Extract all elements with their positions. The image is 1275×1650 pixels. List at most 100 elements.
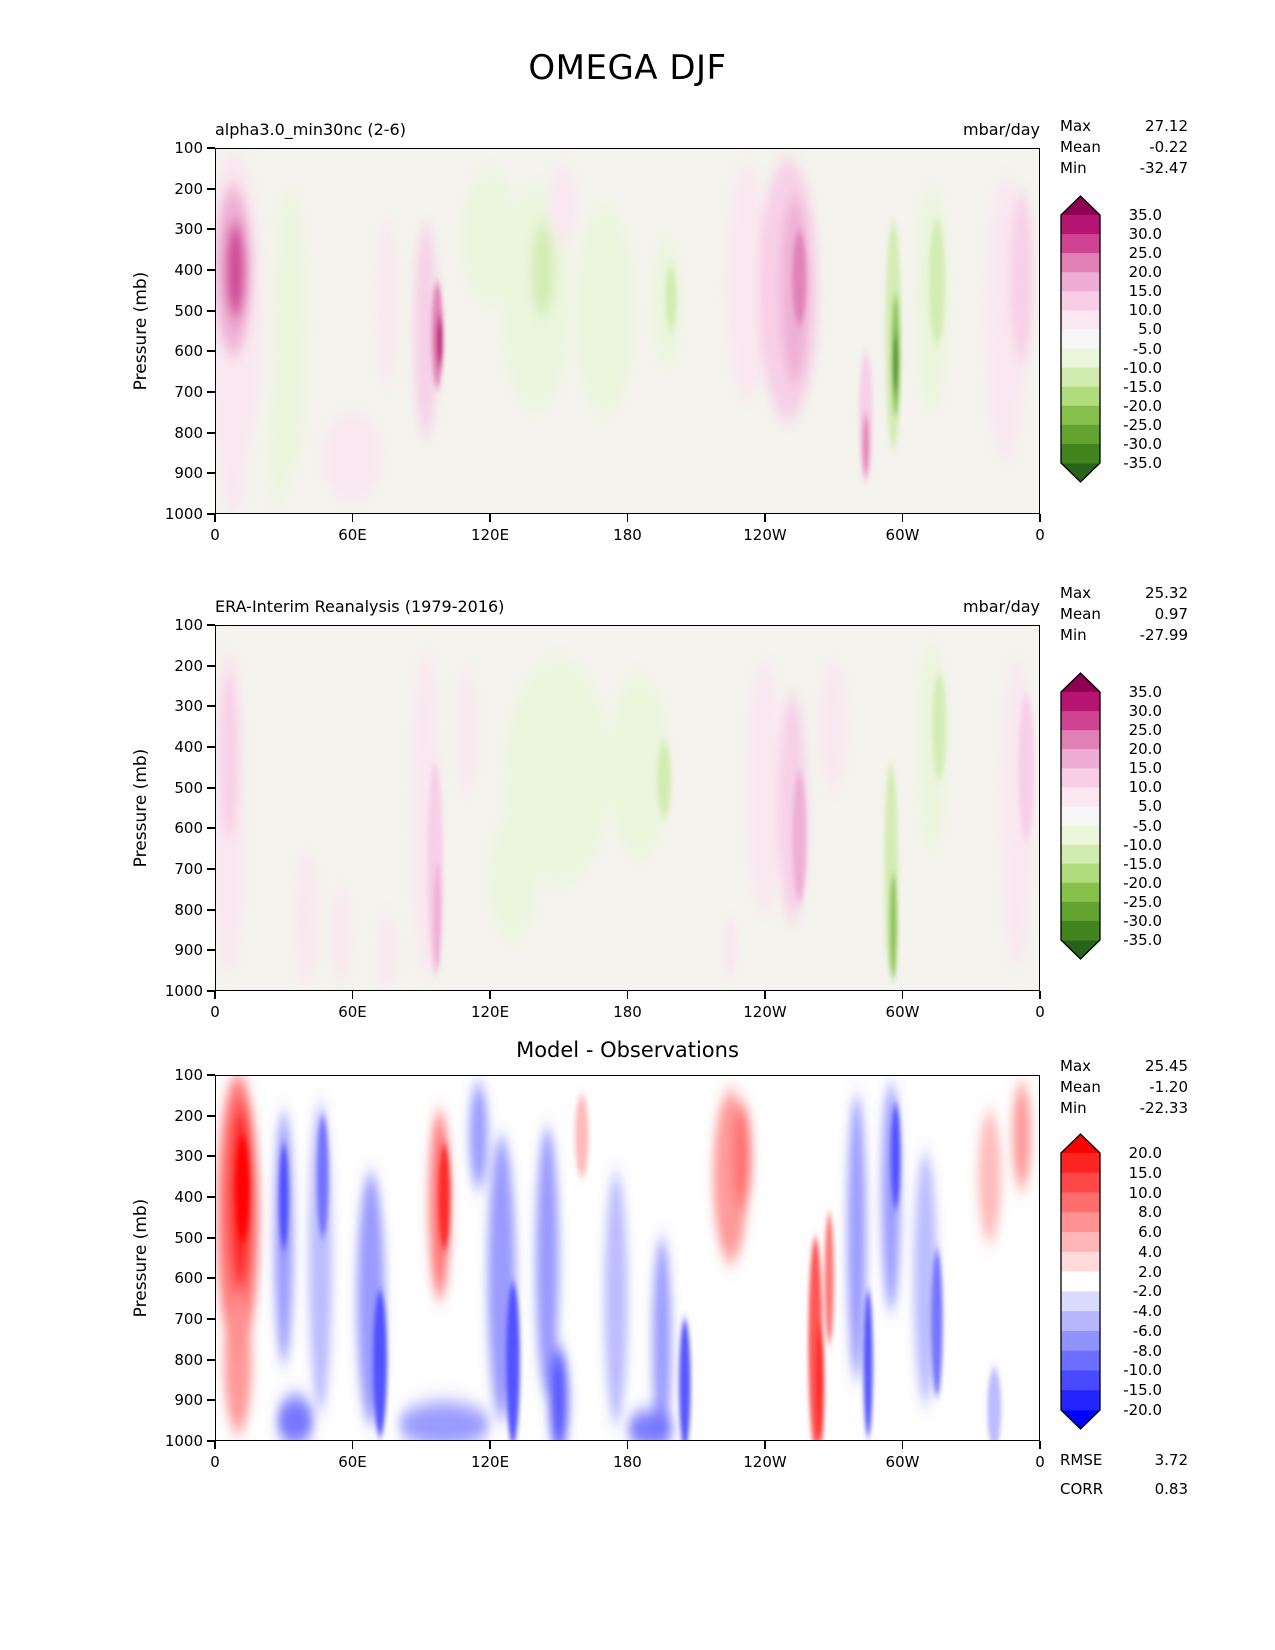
y-tick-mark bbox=[207, 1277, 215, 1280]
contour-blob bbox=[225, 221, 246, 319]
x-tick-label: 120W bbox=[743, 526, 787, 544]
stat-label: Mean bbox=[1060, 138, 1101, 156]
contour-blob bbox=[376, 217, 398, 388]
stat-row: Max 25.32 bbox=[1060, 583, 1188, 604]
contour-blob bbox=[219, 669, 238, 841]
y-tick-label: 300 bbox=[174, 1147, 203, 1166]
x-tick-mark bbox=[626, 991, 629, 999]
panel3-colorbar: 20.0 15.0 10.0 8.0 6.0 4.0 2.0 -2.0 -4.0 -6.0 -8.0… bbox=[1060, 1133, 1230, 1430]
panel3-plot bbox=[215, 1075, 1040, 1441]
y-tick-mark bbox=[207, 1358, 215, 1361]
colorbar-tick-label: 5.0 bbox=[1138, 320, 1162, 339]
colorbar-tick-label: -20.0 bbox=[1123, 396, 1162, 415]
contour-blob bbox=[820, 661, 848, 792]
contour-blob bbox=[574, 1095, 589, 1177]
x-tick-label: 120E bbox=[470, 1453, 510, 1471]
contour-blob bbox=[377, 911, 397, 989]
x-tick-mark bbox=[489, 991, 491, 999]
x-tick-mark bbox=[1039, 1441, 1041, 1449]
stat-label: Min bbox=[1060, 1099, 1087, 1117]
contour-blob bbox=[792, 771, 807, 902]
y-tick-mark bbox=[207, 908, 215, 911]
contour-blob bbox=[331, 885, 351, 983]
stat-label: Mean bbox=[1060, 605, 1101, 623]
y-tick-mark bbox=[207, 1114, 215, 1117]
y-tick-label: 400 bbox=[174, 738, 203, 756]
x-tick-label: 60W bbox=[885, 526, 920, 544]
y-tick-label: 600 bbox=[174, 819, 203, 838]
contour-blob bbox=[506, 657, 612, 886]
contour-blob bbox=[322, 412, 383, 502]
colorbar-tick-label: 6.0 bbox=[1138, 1223, 1162, 1242]
y-tick-mark bbox=[207, 350, 215, 353]
contour-blob bbox=[268, 371, 290, 510]
y-tick-mark bbox=[207, 147, 215, 149]
contour-blob bbox=[679, 1319, 691, 1441]
y-tick-label: 200 bbox=[174, 656, 203, 675]
contour-blob bbox=[1018, 694, 1035, 841]
x-tick-mark bbox=[351, 991, 354, 999]
stat-row: Max 25.45 bbox=[1060, 1056, 1188, 1077]
colorbar-tick-label: -15.0 bbox=[1123, 1381, 1162, 1400]
contour-blob bbox=[531, 223, 555, 317]
colorbar-tick-label: 15.0 bbox=[1128, 1163, 1162, 1182]
stat-label: Min bbox=[1060, 159, 1087, 177]
contour-blob bbox=[295, 850, 319, 985]
colorbar-tick-label: -20.0 bbox=[1123, 1401, 1162, 1419]
x-tick-label: 180 bbox=[613, 526, 642, 544]
contour-blob bbox=[276, 1396, 314, 1441]
x-tick-label: 60E bbox=[338, 1453, 367, 1471]
x-tick-mark bbox=[489, 1441, 491, 1449]
panel3-title: Model - Observations bbox=[516, 1038, 739, 1062]
x-tick-label: 0 bbox=[210, 526, 220, 544]
contour-blob bbox=[928, 219, 945, 346]
stat-row: Min -27.99 bbox=[1060, 625, 1188, 646]
panel2-plot bbox=[215, 625, 1040, 991]
y-tick-mark bbox=[207, 1074, 215, 1076]
contour-blob bbox=[433, 864, 442, 971]
colorbar-tick-label: 2.0 bbox=[1138, 1262, 1162, 1281]
stat-row: Mean -0.22 bbox=[1060, 137, 1188, 158]
colorbar-tick-label: -25.0 bbox=[1123, 892, 1162, 911]
colorbar-tick-label: -6.0 bbox=[1132, 1321, 1162, 1340]
stat-label: Max bbox=[1060, 584, 1092, 602]
y-tick-label: 400 bbox=[174, 1188, 203, 1206]
colorbar-tick-label: -5.0 bbox=[1132, 339, 1162, 358]
contour-blob bbox=[604, 1172, 628, 1425]
y-tick-label: 600 bbox=[174, 1269, 203, 1288]
y-tick-label: 1000 bbox=[164, 982, 203, 1000]
figure-title: OMEGA DJF bbox=[528, 48, 727, 88]
contour-blob bbox=[723, 915, 738, 977]
y-tick-label: 500 bbox=[174, 1228, 203, 1247]
panel2-y-axis-label: Pressure (mb) bbox=[131, 748, 151, 868]
contour-blob bbox=[398, 1402, 490, 1441]
contour-blob bbox=[726, 164, 768, 401]
stat-value: 25.45 bbox=[1145, 1057, 1188, 1075]
y-tick-label: 500 bbox=[174, 778, 203, 797]
contour-blob bbox=[224, 1294, 252, 1433]
panel3-stats: Max 25.45 Mean -1.20 Min -22.33 bbox=[1060, 1056, 1188, 1119]
contour-blob bbox=[469, 1083, 488, 1189]
colorbar-tick-label: 20.0 bbox=[1128, 263, 1162, 282]
colorbar-tick-label: 4.0 bbox=[1138, 1242, 1162, 1261]
contour-blob bbox=[549, 1347, 568, 1441]
y-tick-mark bbox=[207, 431, 215, 434]
x-tick-label: 120W bbox=[743, 1003, 787, 1021]
y-tick-label: 100 bbox=[174, 616, 203, 634]
colorbar-tick-label: 8.0 bbox=[1138, 1203, 1162, 1222]
contour-blob bbox=[549, 166, 578, 244]
x-tick-label: 120E bbox=[470, 526, 510, 544]
colorbar-tick-label: 25.0 bbox=[1128, 721, 1162, 740]
x-tick-label: 180 bbox=[613, 1453, 642, 1471]
contour-blob bbox=[816, 1323, 824, 1441]
stat-value: 0.97 bbox=[1154, 605, 1188, 623]
plot-background bbox=[215, 1075, 1040, 1441]
y-tick-label: 100 bbox=[174, 139, 203, 157]
y-tick-label: 600 bbox=[174, 342, 203, 361]
y-tick-label: 200 bbox=[174, 1106, 203, 1125]
y-tick-label: 800 bbox=[174, 1350, 203, 1369]
contour-blob bbox=[609, 673, 669, 861]
contour-blob bbox=[373, 1290, 387, 1437]
x-tick-mark bbox=[1039, 514, 1041, 522]
